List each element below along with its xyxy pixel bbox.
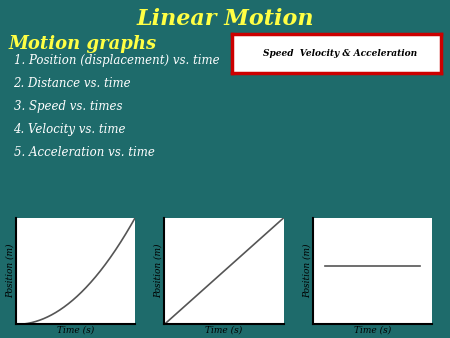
Y-axis label: Position (m): Position (m): [5, 244, 14, 298]
Text: 2. Distance vs. time: 2. Distance vs. time: [14, 77, 131, 90]
X-axis label: Time (s): Time (s): [205, 326, 243, 335]
Text: 1. Position (displacement) vs. time: 1. Position (displacement) vs. time: [14, 54, 219, 67]
Y-axis label: Position (m): Position (m): [154, 244, 163, 298]
X-axis label: Time (s): Time (s): [57, 326, 94, 335]
Text: 5. Acceleration vs. time: 5. Acceleration vs. time: [14, 146, 154, 159]
Text: Speed  Velocity & Acceleration: Speed Velocity & Acceleration: [264, 49, 418, 58]
Text: Motion graphs: Motion graphs: [9, 35, 157, 53]
Y-axis label: Position (m): Position (m): [302, 244, 311, 298]
Text: Linear Motion: Linear Motion: [136, 8, 314, 30]
Text: 3. Speed vs. times: 3. Speed vs. times: [14, 100, 122, 113]
X-axis label: Time (s): Time (s): [354, 326, 391, 335]
Text: 4. Velocity vs. time: 4. Velocity vs. time: [14, 123, 126, 136]
